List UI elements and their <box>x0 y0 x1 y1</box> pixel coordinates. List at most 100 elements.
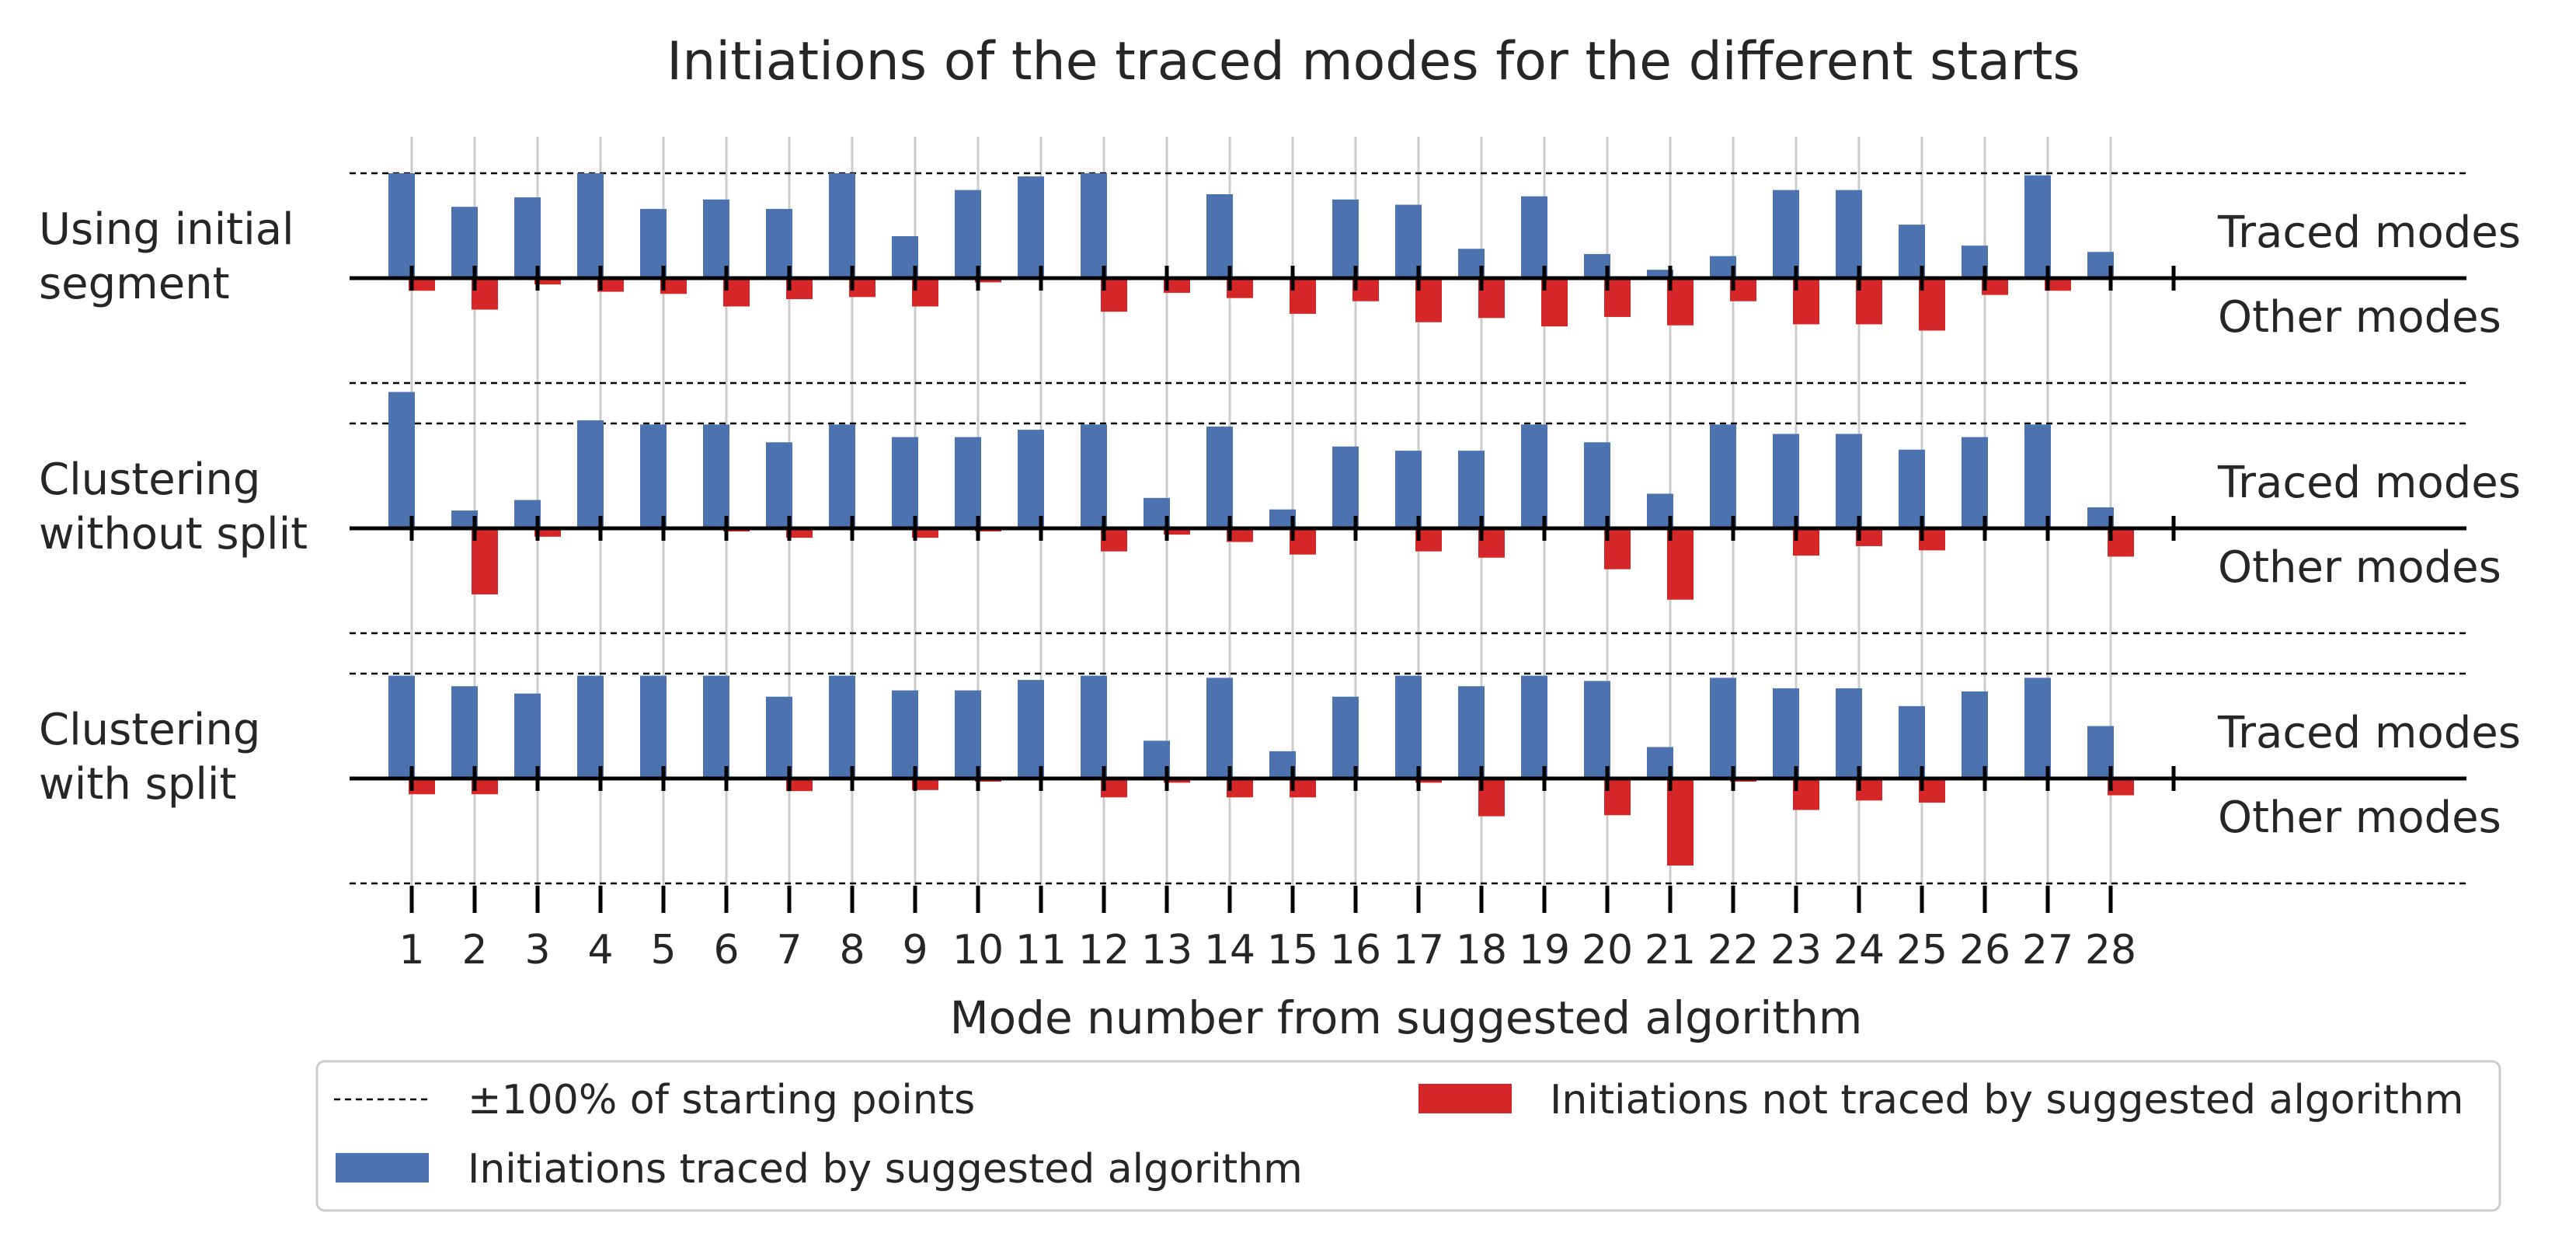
row-label-line: segment <box>39 259 230 309</box>
row-label-line: without split <box>39 509 308 559</box>
panel-2: Clustering without split Traced modes Other… <box>39 392 2521 635</box>
upper-label-traced-modes: Traced modes <box>2217 708 2521 758</box>
bar-traced-18 <box>1458 451 1485 528</box>
bar-traced-9 <box>892 437 918 528</box>
bar-traced-16 <box>1332 696 1359 779</box>
bar-traced-24 <box>1836 688 1862 779</box>
x-tick-label-28: 28 <box>2085 927 2136 974</box>
x-tick-label-12: 12 <box>1078 927 1130 974</box>
bar-not-traced-3 <box>534 278 561 285</box>
bar-not-traced-9 <box>912 779 938 790</box>
legend: ±100% of starting points Initiations tra… <box>315 1060 2501 1212</box>
bar-traced-24 <box>1836 434 1862 528</box>
bar-traced-4 <box>577 675 604 779</box>
row-label: Clustering without split <box>39 455 308 559</box>
bar-traced-17 <box>1395 451 1422 528</box>
bar-not-traced-9 <box>912 528 938 538</box>
bar-traced-23 <box>1773 190 1799 278</box>
x-tick-label-6: 6 <box>713 927 739 974</box>
x-tick-label-5: 5 <box>650 927 676 974</box>
bar-not-traced-13 <box>1164 779 1190 783</box>
bar-traced-19 <box>1521 675 1547 779</box>
x-tick-label-13: 13 <box>1141 927 1192 974</box>
bar-traced-14 <box>1206 677 1233 779</box>
bar-traced-6 <box>703 199 729 278</box>
bar-traced-17 <box>1395 675 1422 779</box>
legend-swatch-traced <box>336 1153 429 1183</box>
bar-traced-10 <box>955 437 981 528</box>
lower-label-other-modes: Other modes <box>2218 792 2501 843</box>
bar-not-traced-7 <box>786 528 813 538</box>
lower-label-other-modes: Other modes <box>2218 292 2501 343</box>
bar-not-traced-3 <box>534 528 561 537</box>
legend-label-reference-line: ±100% of starting points <box>468 1077 975 1123</box>
row-label-line: Clustering <box>39 455 260 505</box>
bar-traced-1 <box>388 675 415 779</box>
x-tick-label-3: 3 <box>524 927 550 974</box>
legend-swatch-not-traced <box>1419 1084 1512 1113</box>
bar-traced-1 <box>388 392 415 528</box>
row-label: Clustering with split <box>39 705 260 810</box>
bar-not-traced-1 <box>409 278 435 291</box>
x-tick-label-21: 21 <box>1645 927 1696 974</box>
bar-traced-4 <box>577 173 604 278</box>
bar-traced-9 <box>892 690 918 779</box>
bar-traced-2 <box>451 510 478 528</box>
x-tick-label-22: 22 <box>1707 927 1759 974</box>
bar-traced-16 <box>1332 446 1359 528</box>
bar-traced-7 <box>766 696 792 779</box>
bar-not-traced-28 <box>2108 779 2134 796</box>
x-tick-label-19: 19 <box>1519 927 1570 974</box>
x-tick-label-17: 17 <box>1393 927 1444 974</box>
bar-traced-10 <box>955 190 981 278</box>
legend-label-not-traced: Initiations not traced by suggested algo… <box>1550 1077 2463 1123</box>
bar-traced-10 <box>955 690 981 779</box>
bar-traced-19 <box>1521 196 1547 278</box>
x-axis-label: Mode number from suggested algorithm <box>950 991 1863 1044</box>
bar-traced-11 <box>1018 430 1044 528</box>
bar-traced-11 <box>1018 176 1044 278</box>
x-tick-label-14: 14 <box>1204 927 1255 974</box>
bar-not-traced-21 <box>1667 779 1694 866</box>
x-tick-label-27: 27 <box>2022 927 2073 974</box>
panel-3: Clustering with split Traced modes Other mo… <box>39 672 2521 885</box>
x-tick-label-8: 8 <box>839 927 865 974</box>
row-label-line: Using initial <box>39 204 294 255</box>
bar-not-traced-24 <box>1856 528 1882 546</box>
bar-traced-27 <box>2024 677 2051 779</box>
bar-traced-4 <box>577 420 604 528</box>
lower-label-other-modes: Other modes <box>2218 542 2501 593</box>
row-label-line: with split <box>39 759 236 810</box>
bar-traced-8 <box>829 424 855 528</box>
x-tick-label-18: 18 <box>1456 927 1507 974</box>
bar-traced-8 <box>829 675 855 779</box>
bar-not-traced-13 <box>1164 278 1190 293</box>
bar-traced-23 <box>1773 688 1799 779</box>
x-tick-label-26: 26 <box>1959 927 2010 974</box>
bar-traced-18 <box>1458 686 1485 779</box>
bar-traced-1 <box>388 173 415 278</box>
bar-traced-25 <box>1899 449 1925 528</box>
bar-traced-2 <box>451 686 478 779</box>
bar-traced-20 <box>1584 681 1610 779</box>
bar-traced-21 <box>1647 270 1673 278</box>
bar-traced-14 <box>1206 427 1233 528</box>
bar-traced-14 <box>1206 194 1233 278</box>
bar-not-traced-1 <box>409 779 435 795</box>
bar-not-traced-27 <box>2045 278 2071 291</box>
bar-not-traced-13 <box>1164 528 1190 535</box>
upper-label-traced-modes: Traced modes <box>2217 207 2521 258</box>
x-tick-label-9: 9 <box>902 927 928 974</box>
bar-traced-16 <box>1332 199 1359 278</box>
x-tick-label-7: 7 <box>776 927 802 974</box>
bar-traced-22 <box>1710 424 1736 528</box>
bar-traced-3 <box>514 693 541 779</box>
upper-label-traced-modes: Traced modes <box>2217 458 2521 508</box>
bar-traced-22 <box>1710 677 1736 779</box>
x-tick-label-11: 11 <box>1015 927 1067 974</box>
bar-not-traced-17 <box>1415 779 1442 783</box>
bar-traced-19 <box>1521 424 1547 528</box>
bar-traced-27 <box>2024 424 2051 528</box>
bar-traced-20 <box>1584 442 1610 528</box>
